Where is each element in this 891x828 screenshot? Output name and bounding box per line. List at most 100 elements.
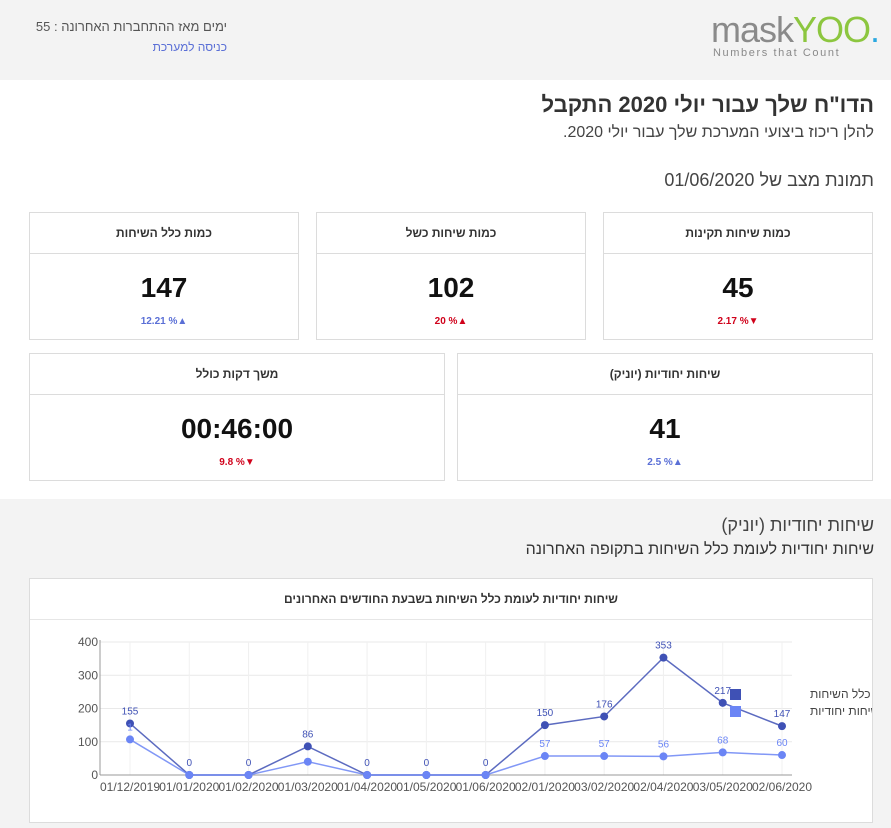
data-point [778, 722, 786, 731]
data-point [659, 653, 668, 662]
x-tick-label: 01/03/2020 [278, 780, 338, 794]
x-tick-label: 01/01/2020 [159, 780, 219, 794]
data-label: 56 [658, 739, 670, 750]
data-point [540, 721, 549, 730]
data-label: 57 [539, 739, 551, 750]
logo-wordmark: maskYOO. [711, 9, 880, 50]
days-since-login: ימים מאז ההתחברות האחרונה : 55 [35, 19, 227, 34]
legend-label: שיחות יחודיות [810, 704, 872, 718]
logo-tagline: Numbers that Count [713, 47, 841, 59]
section-subtitle: שיחות יחודיות לעומת כלל השיחות בתקופה הא… [525, 541, 874, 558]
x-tick-label: 01/05/2020 [396, 780, 456, 794]
unique-calls-section: שיחות יחודיות (יוניק) שיחות יחודיות לעומ… [0, 499, 891, 828]
y-tick-label: 0 [91, 768, 98, 782]
y-tick-label: 300 [78, 668, 98, 682]
arrow-up-icon: ▲ [457, 316, 468, 327]
data-label: 86 [302, 729, 314, 740]
kpi-card-total-minutes: משך דקות כולל 00:46:00 ▼% 9.8 [29, 353, 445, 481]
kpi-delta: ▲% 2.5 [647, 457, 683, 468]
data-point [540, 752, 549, 761]
kpi-label: כמות שיחות תקינות [604, 213, 872, 254]
data-point [422, 771, 431, 779]
data-label: 353 [655, 641, 672, 652]
data-label: 60 [776, 738, 788, 749]
kpi-card-valid-calls: כמות שיחות תקינות 45 ▼% 2.17 [603, 212, 873, 340]
x-tick-label: 03/05/2020 [693, 780, 753, 794]
kpi-label: שיחות יחודיות (יוניק) [458, 354, 872, 395]
data-label: 0 [246, 758, 252, 769]
kpi-label: משך דקות כולל [30, 354, 444, 395]
kpi-label: כמות כלל השיחות [30, 213, 298, 254]
data-label: 57 [599, 739, 611, 750]
kpi-value: 00:46:00 [180, 413, 294, 444]
data-label: 0 [424, 758, 430, 769]
x-tick-label: 01/02/2020 [219, 780, 279, 794]
kpi-value: 147 [140, 272, 188, 303]
kpi-card-failed-calls: כמות שיחות כשל 102 ▲% 20 [316, 212, 586, 340]
data-label: 150 [537, 708, 554, 719]
data-label: 68 [717, 735, 729, 746]
arrow-up-icon: ▲ [672, 457, 683, 468]
data-point [481, 771, 490, 779]
data-label: 0 [186, 758, 192, 769]
legend-label: כלל השיחות [810, 687, 871, 701]
kpi-value: 102 [427, 272, 475, 303]
report-subtitle: להלן ריכוז ביצועי המערכת שלך עבור יולי 2… [563, 124, 874, 141]
snapshot-date: תמונת מצב של 01/06/2020 [664, 170, 874, 190]
y-tick-label: 200 [78, 702, 98, 716]
data-label: 155 [122, 706, 139, 717]
series-line [129, 738, 783, 776]
x-tick-label: 01/12/2019 [100, 780, 160, 794]
data-point [126, 735, 134, 744]
x-tick-label: 01/06/2020 [456, 780, 516, 794]
data-point [185, 771, 194, 779]
kpi-delta: ▼% 2.17 [717, 316, 759, 327]
data-point [303, 742, 312, 751]
data-label: 1 [127, 722, 133, 733]
chart-title: שיחות יחודיות לעומת כלל השיחות בשבעת החו… [30, 579, 872, 620]
section-title: שיחות יחודיות (יוניק) [721, 515, 874, 535]
report-title: הדו"ח שלך עבור יולי 2020 התקבל [541, 92, 874, 117]
data-label: 217 [714, 686, 731, 697]
data-point [600, 712, 609, 721]
kpi-card-total-calls: כמות כלל השיחות 147 ▲% 12.21 [29, 212, 299, 340]
y-tick-label: 400 [78, 635, 98, 649]
legend-swatch [730, 689, 741, 700]
data-point [303, 757, 312, 766]
kpi-delta: ▲% 20 [434, 316, 468, 327]
arrow-down-icon: ▼ [244, 457, 255, 468]
y-tick-label: 100 [78, 735, 98, 749]
top-bar: maskYOO. Numbers that Count ימים מאז ההת… [0, 0, 891, 80]
data-point [718, 698, 727, 707]
maskyoo-logo[interactable]: maskYOO. Numbers that Count [711, 9, 880, 64]
x-tick-label: 03/02/2020 [574, 780, 634, 794]
data-point [600, 752, 609, 761]
x-tick-label: 02/04/2020 [633, 780, 693, 794]
login-link[interactable]: כניסה למערכת [152, 40, 227, 54]
data-point [718, 748, 727, 757]
data-label: 176 [596, 699, 613, 710]
login-info: ימים מאז ההתחברות האחרונה : 55 כניסה למע… [36, 19, 227, 54]
kpi-delta: ▼% 9.8 [219, 457, 255, 468]
data-point [244, 771, 253, 779]
kpi-value: 41 [649, 413, 681, 444]
x-tick-label: 02/06/2020 [752, 780, 812, 794]
kpi-card-unique-calls: שיחות יחודיות (יוניק) 41 ▲% 2.5 [457, 353, 873, 481]
legend-swatch [730, 706, 741, 717]
data-label: 147 [774, 709, 791, 720]
data-point [126, 719, 134, 728]
x-tick-label: 01/04/2020 [337, 780, 397, 794]
kpi-delta: ▲% 12.21 [140, 316, 188, 327]
kpi-value: 45 [722, 272, 754, 303]
report-panel: הדו"ח שלך עבור יולי 2020 התקבל להלן ריכו… [0, 80, 891, 499]
chart-card: שיחות יחודיות לעומת כלל השיחות בשבעת החו… [29, 578, 880, 823]
data-point [363, 771, 372, 779]
data-label: 0 [483, 758, 489, 769]
data-point [778, 751, 786, 760]
data-label: 0 [364, 758, 370, 769]
arrow-down-icon: ▼ [748, 316, 759, 327]
kpi-label: כמות שיחות כשל [317, 213, 585, 254]
data-point [659, 752, 668, 761]
x-tick-label: 02/01/2020 [515, 780, 575, 794]
